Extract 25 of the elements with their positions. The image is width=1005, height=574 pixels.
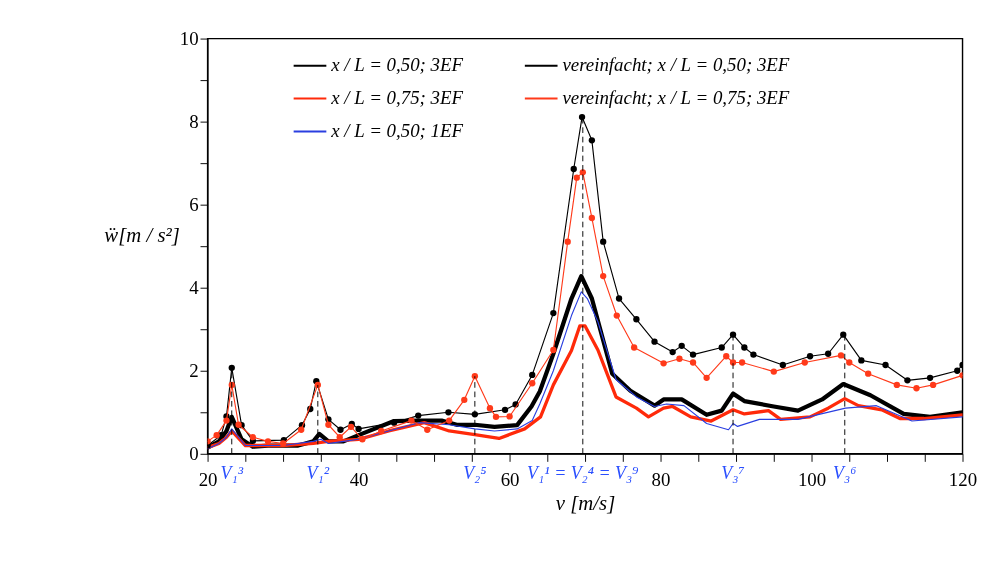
y-tick-label: 4: [189, 276, 200, 298]
ref-line-label: V₃⁶: [833, 463, 857, 484]
x-tick-label: 80: [651, 469, 671, 491]
ref-line-label: V₁³: [220, 463, 244, 484]
y-tick-label: 0: [189, 442, 199, 464]
y-tick-label: 8: [189, 110, 199, 132]
x-tick-label: 120: [948, 469, 978, 491]
ref-line-label: V₂⁵: [463, 463, 487, 484]
y-tick-label: 6: [189, 193, 199, 215]
y-axis-title: ẅ[m / s²]: [104, 223, 180, 246]
x-tick-label: 20: [198, 469, 218, 491]
legend-label: x / L = 0,50; 1EF: [330, 120, 464, 142]
y-tick-label: 10: [179, 27, 199, 49]
x-tick-label: 40: [349, 469, 369, 491]
ref-line-label: V₁²: [306, 463, 330, 484]
ref-line-label: V₃⁷: [721, 463, 745, 484]
legend-label: x / L = 0,75; 3EF: [330, 87, 464, 109]
x-tick-label: 100: [797, 469, 827, 491]
legend-label: vereinfacht; x / L = 0,50; 3EF: [562, 54, 790, 76]
legend-label: x / L = 0,50; 3EF: [330, 54, 464, 76]
x-axis-title: v [m/s]: [555, 491, 616, 514]
y-tick-label: 2: [189, 359, 199, 381]
legend-label: vereinfacht; x / L = 0,75; 3EF: [562, 87, 790, 109]
ref-line-label: V₁¹ = V₂⁴ = V₃⁹: [527, 463, 639, 484]
x-tick-label: 60: [500, 469, 520, 491]
